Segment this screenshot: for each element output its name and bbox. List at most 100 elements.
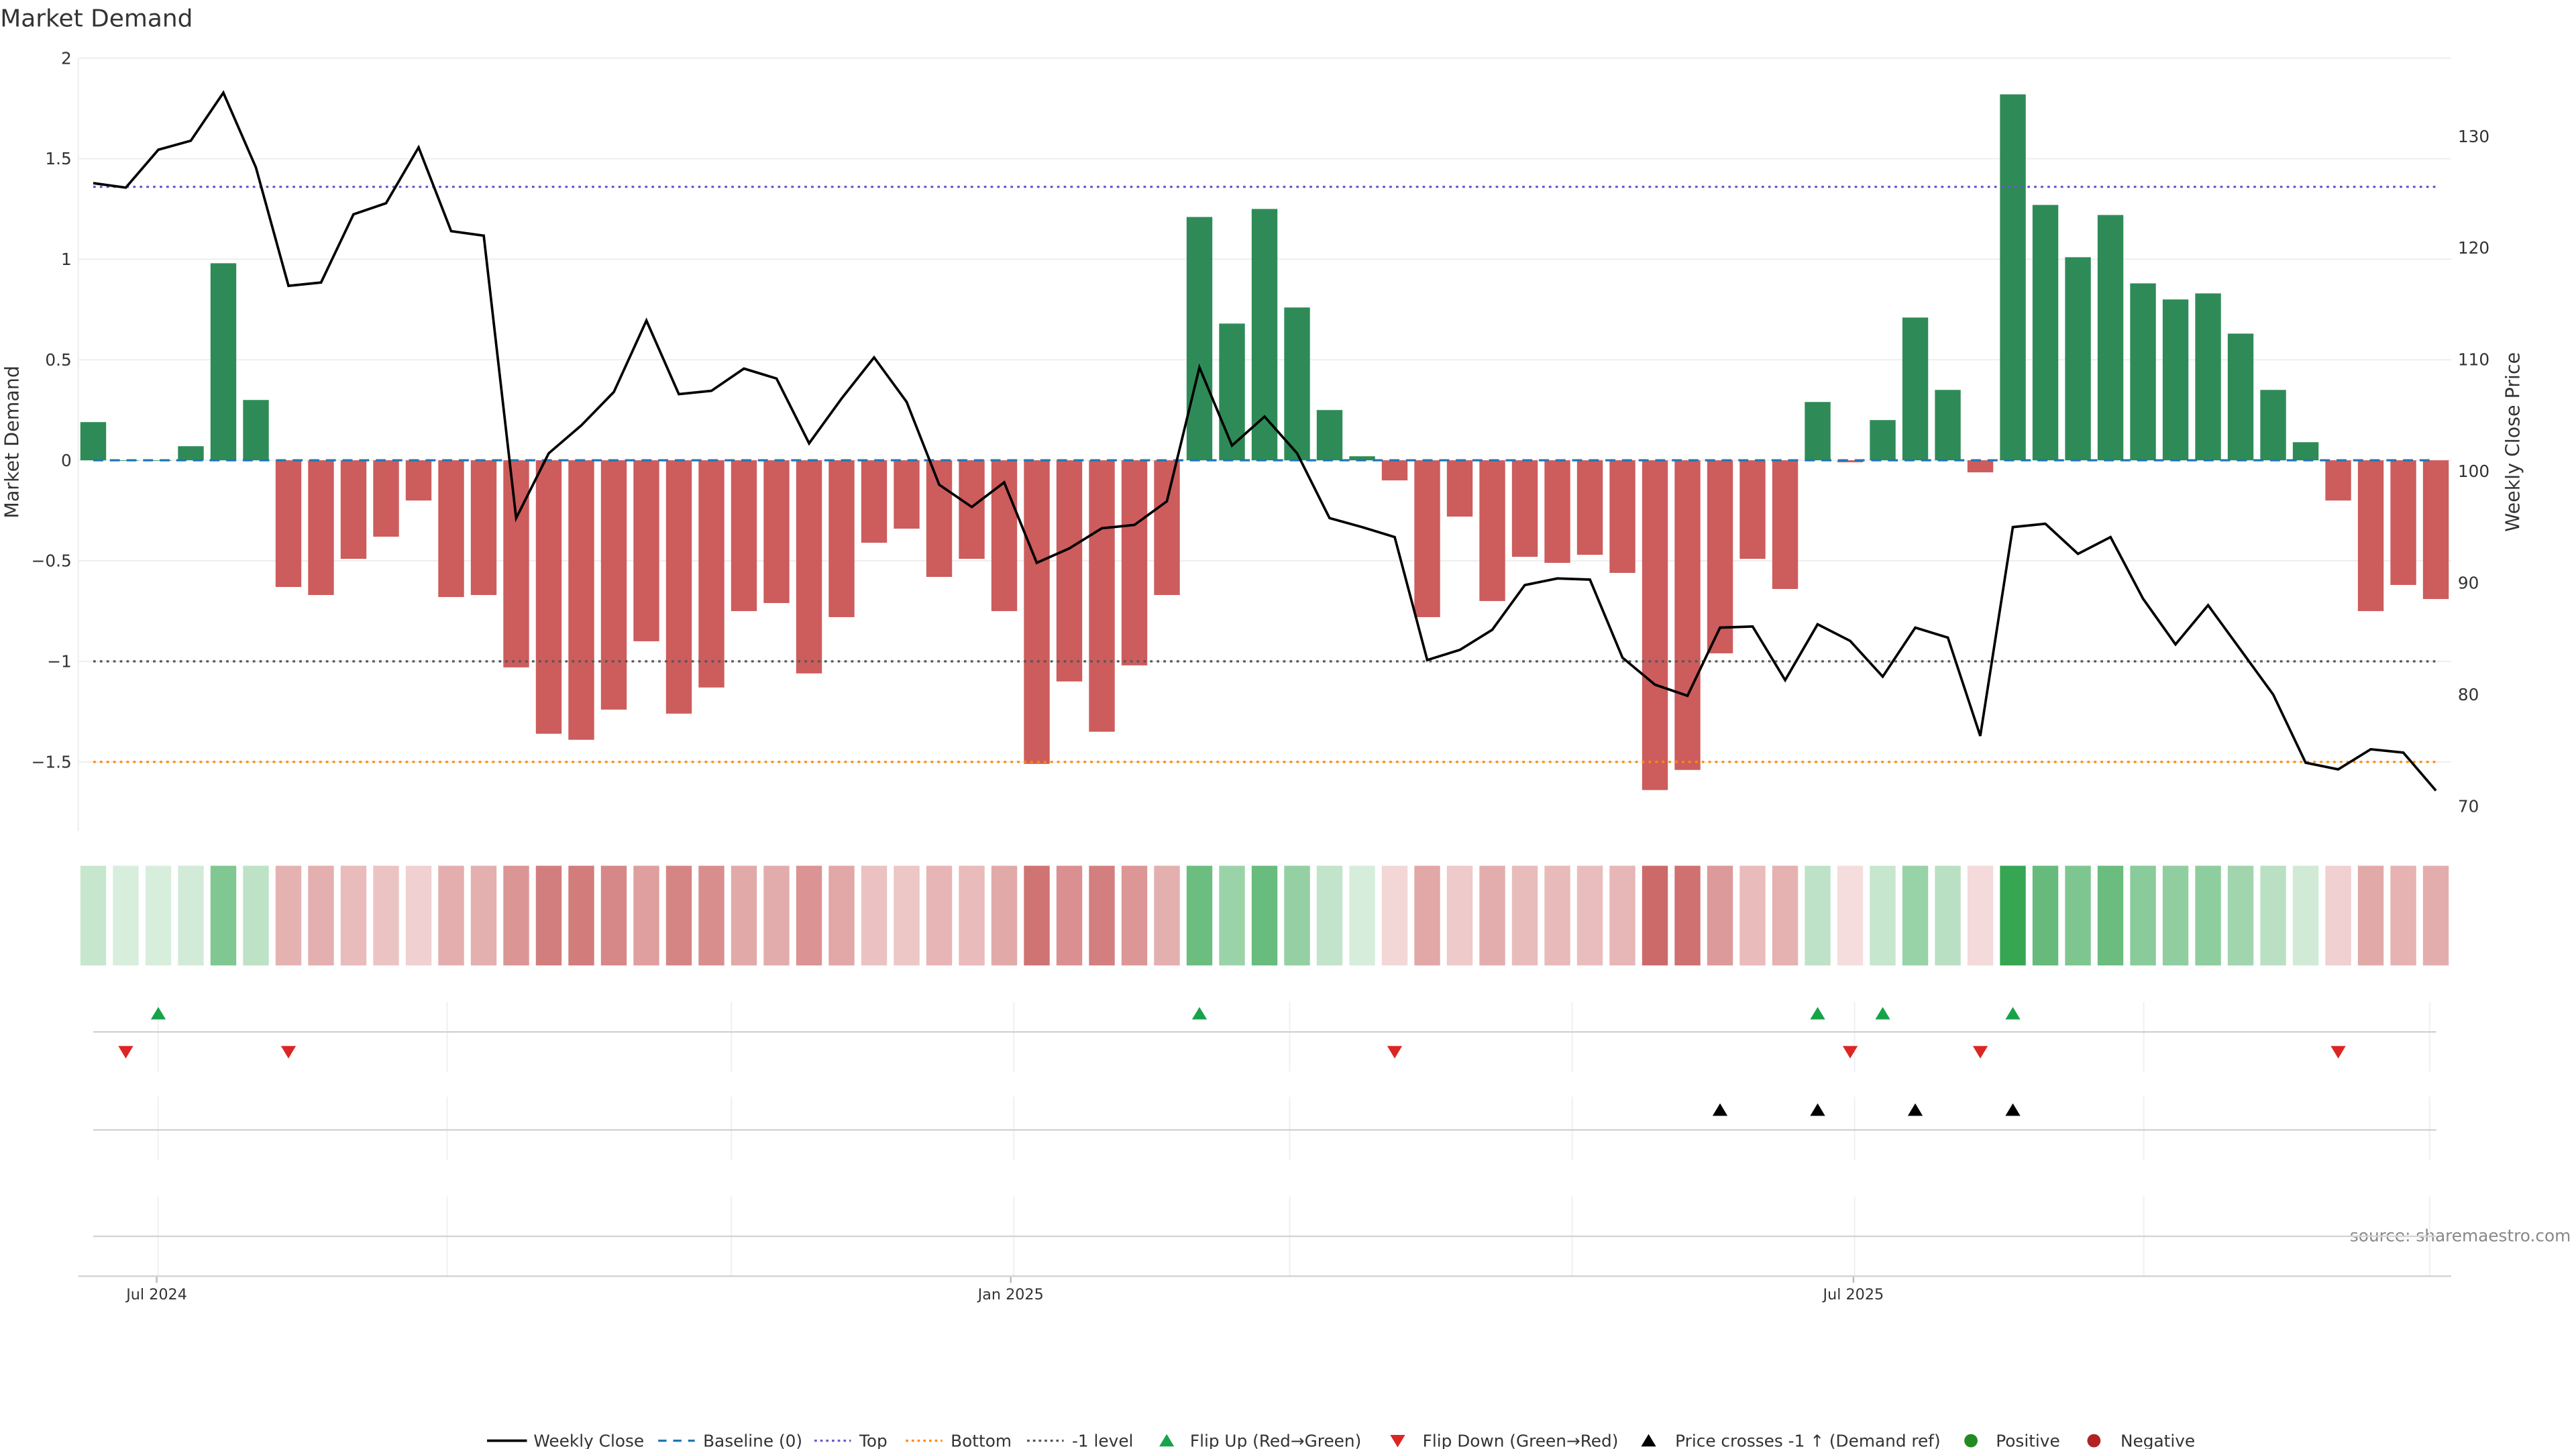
flip-down-marker	[1842, 1046, 1858, 1059]
heat-cell	[1316, 865, 1343, 966]
negative-bar	[1576, 460, 1603, 555]
positive-bar	[2195, 293, 2221, 461]
negative-bar	[1511, 460, 1538, 557]
heat-cell	[2357, 865, 2384, 966]
heat-cell	[1186, 865, 1213, 966]
positive-bar	[1219, 323, 1245, 461]
legend-label: Positive	[1996, 1431, 2059, 1449]
flip-up-marker	[1191, 1007, 1208, 1020]
heat-cell	[1739, 865, 1766, 966]
positive-bar	[178, 446, 204, 461]
heat-cell	[1935, 865, 1961, 966]
heat-cell	[1772, 865, 1799, 966]
legend-label: Weekly Close	[533, 1431, 644, 1449]
flip-down-marker	[280, 1046, 297, 1059]
negative-bar	[1772, 460, 1799, 589]
heat-cell	[1024, 865, 1050, 966]
heat-cell	[698, 865, 724, 966]
heat-cell	[1642, 865, 1668, 966]
negative-bar	[1739, 460, 1766, 559]
negative-bar	[665, 460, 692, 714]
positive-bar	[2097, 215, 2124, 461]
heat-cell	[178, 865, 204, 966]
negative-bar	[1479, 460, 1505, 601]
negative-bar	[438, 460, 464, 597]
heat-cell	[731, 865, 757, 966]
heat-cell	[633, 865, 659, 966]
heat-cell	[1674, 865, 1701, 966]
negative-bar	[926, 460, 953, 577]
positive-bar	[1349, 456, 1375, 461]
negative-bar	[1967, 460, 1994, 473]
positive-bar	[1870, 420, 1896, 461]
heat-cell	[470, 865, 497, 966]
positive-bar	[1186, 217, 1213, 461]
heat-cell	[275, 865, 302, 966]
positive-bar	[1284, 307, 1310, 461]
flip-up-marker	[2005, 1007, 2021, 1020]
demand-bars	[80, 94, 2449, 790]
negative-bar	[275, 460, 302, 587]
heat-cell	[243, 865, 269, 966]
y2-tick-label: 130	[2458, 127, 2489, 146]
heat-cell	[2227, 865, 2254, 966]
positive-bar	[2065, 257, 2091, 461]
legend-price-cross-swatch	[1641, 1434, 1656, 1447]
weekly-close-line	[93, 90, 2437, 792]
negative-bar	[763, 460, 790, 603]
y-tick-label: −0.5	[32, 551, 72, 571]
negative-bar	[894, 460, 920, 529]
y-tick-label: 0	[61, 451, 72, 470]
legend-label: Bottom	[951, 1431, 1012, 1449]
heat-cell	[600, 865, 627, 966]
axes: 2 1.5 1 0.5 0 −0.5 −1 −1.5 130 120 110 100 90 80 70 Jul…	[32, 48, 2489, 1303]
heat-cell	[1284, 865, 1310, 966]
negative-bar	[1056, 460, 1083, 682]
heat-cell	[2325, 865, 2351, 966]
y2-axis-label: Weekly Close Price	[2502, 352, 2524, 532]
heat-cell	[1805, 865, 1831, 966]
negative-bar	[861, 460, 888, 543]
legend-positive-swatch	[1964, 1434, 1978, 1448]
positive-bar	[2260, 390, 2286, 461]
heat-cell	[503, 865, 529, 966]
heat-cell	[1967, 865, 1994, 966]
negative-bar	[731, 460, 757, 611]
flip-down-marker	[1387, 1046, 1403, 1059]
legend-flip-up-swatch	[1159, 1434, 1175, 1447]
signal-markers	[78, 1002, 2451, 1277]
heat-cell	[1870, 865, 1896, 966]
positive-bar	[1805, 402, 1831, 461]
negative-bar	[1609, 460, 1635, 573]
flip-up-marker	[1875, 1007, 1890, 1020]
heat-cell	[1707, 865, 1733, 966]
legend-label: Negative	[2121, 1431, 2195, 1449]
heat-cell	[1056, 865, 1083, 966]
heat-cell	[828, 865, 855, 966]
heat-cell	[1251, 865, 1278, 966]
heat-cell	[991, 865, 1018, 966]
heat-cell	[861, 865, 888, 966]
heat-cell	[2130, 865, 2156, 966]
negative-bar	[2390, 460, 2416, 585]
heat-cell	[1381, 865, 1408, 966]
y-tick-label: 2	[61, 48, 72, 68]
y-tick-label: −1.5	[32, 752, 72, 771]
y2-tick-label: 70	[2458, 797, 2479, 816]
heat-cell	[1219, 865, 1245, 966]
heat-cell	[2260, 865, 2286, 966]
y-tick-label: 1.5	[45, 149, 71, 168]
heat-cell	[438, 865, 464, 966]
negative-bar	[1381, 460, 1408, 481]
chart-title: Market Demand	[0, 5, 193, 33]
legend-label: Baseline (0)	[703, 1431, 802, 1449]
negative-bar	[1642, 460, 1668, 790]
flip-down-marker	[2330, 1046, 2346, 1059]
heat-cell	[2032, 865, 2059, 966]
negative-bar	[1024, 460, 1050, 764]
weekly-close-polyline	[93, 90, 2437, 792]
positive-bar	[243, 400, 269, 461]
negative-bar	[1414, 460, 1440, 617]
heat-cell	[308, 865, 334, 966]
x-tick-label: Jul 2024	[125, 1286, 187, 1303]
